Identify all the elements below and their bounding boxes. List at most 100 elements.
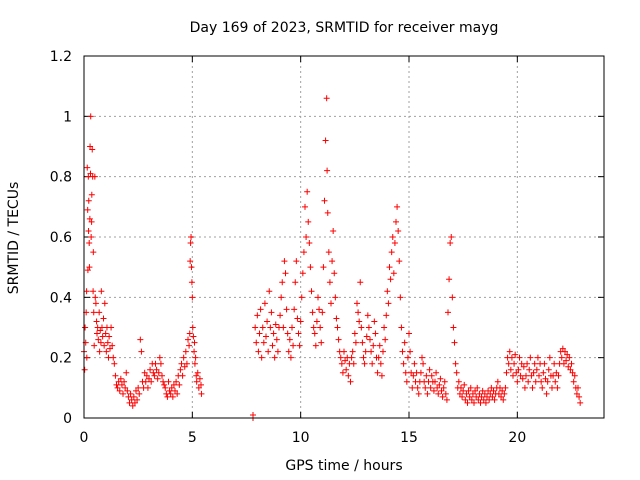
data-point [446,276,452,282]
data-point [250,412,256,418]
data-point [418,370,424,376]
x-tick-label: 5 [188,430,197,446]
srmtid-scatter-chart: Day 169 of 2023, SRMTID for receiver may… [0,0,640,480]
data-point [314,318,320,324]
data-point [400,349,406,355]
data-point [393,219,399,225]
data-point [416,391,422,397]
y-tick-label: 0.4 [50,290,72,306]
data-point [390,234,396,240]
data-point [91,343,97,349]
data-point [366,325,372,331]
data-point [267,325,273,331]
y-tick-label: 0.2 [50,351,72,367]
data-point [504,370,510,376]
data-point [97,349,103,355]
data-point [288,355,294,361]
data-point [311,325,317,331]
data-point [379,373,385,379]
data-point [145,385,151,391]
data-point [526,367,532,373]
data-point [340,370,346,376]
data-point [312,331,318,337]
data-point [358,325,364,331]
data-point [317,325,323,331]
data-point [524,361,530,367]
data-point [435,391,441,397]
data-point [183,349,189,355]
data-point [274,337,280,343]
data-point [103,331,109,337]
data-point [331,270,337,276]
data-point [82,325,88,331]
data-point [398,325,404,331]
data-point [86,198,92,204]
data-point [294,315,300,321]
data-point [158,361,164,367]
data-point [101,315,107,321]
data-point [549,385,555,391]
data-point [159,373,165,379]
data-point [356,318,362,324]
data-point [533,379,539,385]
data-point [189,294,195,300]
data-point [301,249,307,255]
data-point [357,279,363,285]
data-point [427,367,433,373]
x-tick-label: 10 [292,430,310,446]
data-point [252,325,258,331]
data-point [422,385,428,391]
data-point [511,361,517,367]
data-point [307,264,313,270]
data-point [285,331,291,337]
data-point [273,321,279,327]
data-point [433,370,439,376]
data-point [538,379,544,385]
data-point [86,228,92,234]
data-point [179,361,185,367]
data-point [571,379,577,385]
data-point [333,315,339,321]
data-point [270,343,276,349]
data-point [530,385,536,391]
data-point [283,270,289,276]
data-point [143,379,149,385]
data-point [257,331,263,337]
data-point [280,325,286,331]
data-point [402,340,408,346]
data-point [94,318,100,324]
data-point [403,370,409,376]
data-point [290,343,296,349]
data-point [195,370,201,376]
data-point [188,234,194,240]
data-point [329,258,335,264]
data-point [268,309,274,315]
data-point [319,309,325,315]
data-point [181,355,187,361]
data-point [272,355,278,361]
data-point [536,373,542,379]
data-point [444,397,450,403]
data-point [297,343,303,349]
data-point [105,340,111,346]
data-point [91,309,97,315]
data-point [527,355,533,361]
data-point [263,334,269,340]
data-point [103,349,109,355]
y-tick-label: 1 [63,109,72,125]
data-point [510,373,516,379]
x-axis-label: GPS time / hours [285,458,402,474]
data-point [495,379,501,385]
data-point [341,349,347,355]
data-point [532,361,538,367]
data-point [554,385,560,391]
data-point [381,325,387,331]
data-point [332,294,338,300]
data-point [454,370,460,376]
data-point [396,258,402,264]
data-point [106,334,112,340]
data-point [447,240,453,246]
data-point [90,288,96,294]
data-point [456,379,462,385]
y-tick-label: 0 [63,411,72,427]
